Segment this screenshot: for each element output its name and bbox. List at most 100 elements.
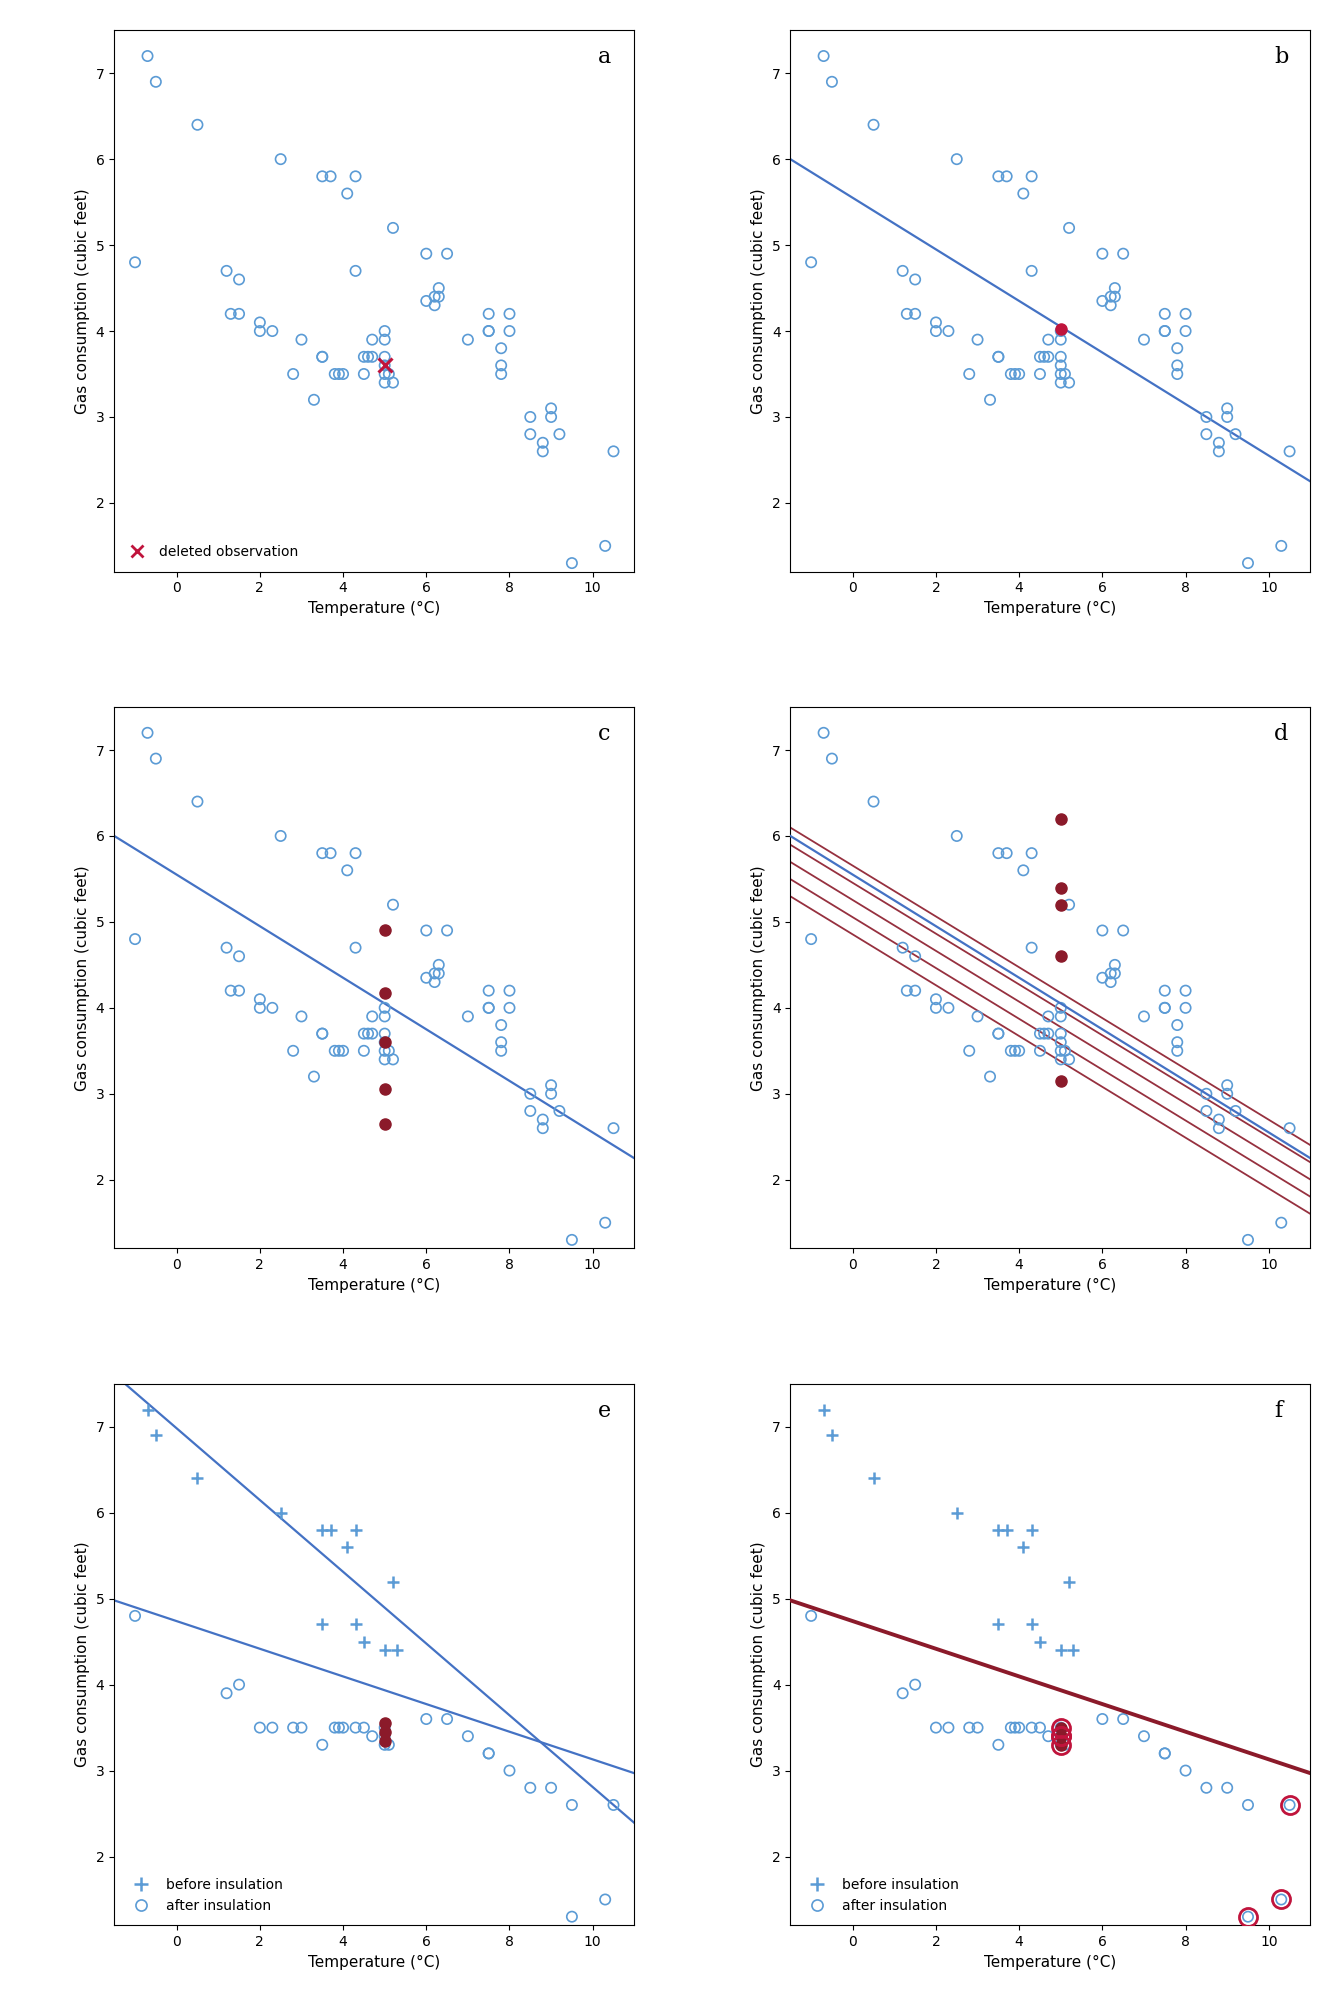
Point — [1050, 1042, 1071, 1075]
Legend: before insulation, after insulation: before insulation, after insulation — [121, 1873, 288, 1919]
Point — [353, 1034, 375, 1066]
Point — [1167, 1034, 1188, 1066]
Point — [1050, 1728, 1071, 1760]
Point — [262, 992, 284, 1024]
Point — [187, 786, 208, 818]
Point — [1270, 1206, 1292, 1238]
Point — [988, 837, 1009, 869]
Point — [312, 1018, 333, 1050]
Point — [216, 254, 238, 286]
Point — [892, 1677, 914, 1710]
Point — [491, 359, 512, 391]
Point — [124, 246, 145, 278]
Y-axis label: Gas consumption (cubic feet): Gas consumption (cubic feet) — [751, 1542, 766, 1768]
Point — [821, 742, 843, 774]
Point — [1196, 1095, 1218, 1127]
Point — [312, 341, 333, 373]
Point — [1038, 1720, 1059, 1752]
Point — [358, 341, 379, 373]
Point — [304, 383, 325, 415]
Point — [1208, 1113, 1230, 1145]
Y-axis label: Gas consumption (cubic feet): Gas consumption (cubic feet) — [75, 1542, 90, 1768]
Point — [1012, 855, 1034, 887]
Point — [1270, 1883, 1292, 1915]
Point — [499, 314, 520, 347]
Point — [1154, 992, 1176, 1024]
Point — [374, 992, 395, 1024]
Point — [1008, 359, 1030, 391]
Point — [1030, 341, 1051, 373]
Point — [946, 143, 968, 175]
Point — [415, 284, 437, 317]
Point — [228, 939, 250, 972]
Point — [988, 1018, 1009, 1050]
Point — [427, 958, 449, 990]
Point — [1167, 1008, 1188, 1040]
Point — [1133, 1720, 1154, 1752]
Point — [415, 962, 437, 994]
Point — [478, 314, 500, 347]
Point — [423, 966, 445, 998]
Point — [491, 349, 512, 381]
Point — [332, 359, 353, 391]
Point — [1030, 1034, 1051, 1066]
Point — [1099, 288, 1121, 321]
Point — [925, 984, 946, 1016]
Point — [491, 333, 512, 365]
Point — [980, 383, 1001, 415]
Point — [228, 974, 250, 1006]
Point — [1038, 323, 1059, 355]
Y-axis label: Gas consumption (cubic feet): Gas consumption (cubic feet) — [75, 865, 90, 1091]
Point — [499, 298, 520, 331]
Point — [1279, 435, 1301, 468]
Point — [1030, 359, 1051, 391]
Point — [801, 1601, 823, 1633]
Point — [362, 1018, 383, 1050]
Point — [304, 1060, 325, 1093]
Point — [532, 435, 554, 468]
Point — [1113, 1704, 1134, 1736]
Point — [548, 1095, 570, 1127]
Point — [1154, 1738, 1176, 1770]
X-axis label: Temperature (°C): Temperature (°C) — [984, 601, 1117, 617]
Text: d: d — [1274, 724, 1289, 746]
Point — [312, 341, 333, 373]
Point — [1000, 1034, 1021, 1066]
Point — [988, 341, 1009, 373]
Point — [491, 1008, 512, 1040]
Point — [345, 254, 367, 286]
Point — [958, 1712, 980, 1744]
Point — [478, 314, 500, 347]
Point — [328, 1712, 349, 1744]
Point — [374, 359, 395, 391]
Point — [1154, 314, 1176, 347]
Point — [499, 992, 520, 1024]
Point — [540, 1079, 562, 1111]
Point — [938, 314, 960, 347]
Point — [324, 1034, 345, 1066]
Point — [1091, 238, 1113, 270]
Point — [382, 212, 403, 244]
Point — [1113, 238, 1134, 270]
Point — [905, 974, 926, 1006]
Point — [1175, 974, 1196, 1006]
Point — [312, 1728, 333, 1760]
Point — [1216, 1079, 1238, 1111]
Point — [602, 1113, 624, 1145]
Point — [249, 314, 270, 347]
Point — [594, 1883, 616, 1915]
Point — [457, 1720, 478, 1752]
Point — [896, 298, 918, 331]
Point — [1050, 359, 1071, 391]
Point — [362, 341, 383, 373]
Point — [1091, 1704, 1113, 1736]
Point — [925, 992, 946, 1024]
Point — [124, 923, 145, 956]
Point — [562, 546, 583, 579]
Point — [491, 1034, 512, 1066]
Point — [437, 1704, 458, 1736]
Point — [540, 1772, 562, 1804]
Point — [249, 1712, 270, 1744]
Point — [382, 1042, 403, 1075]
Point — [532, 427, 554, 460]
